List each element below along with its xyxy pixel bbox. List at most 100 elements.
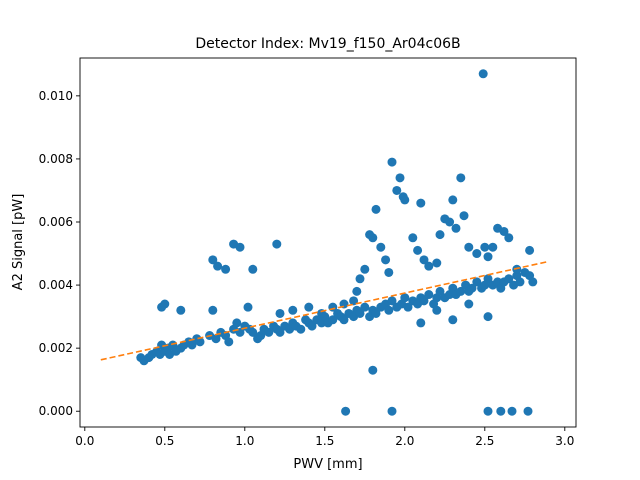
data-point-103 (221, 264, 231, 274)
data-point-151 (499, 226, 509, 236)
x-axis-ticks: 0.0 0.5 1.0 1.5 2.0 2.5 3.0 (75, 427, 574, 448)
data-point-120 (360, 264, 370, 274)
x-tick-label: 1.5 (315, 434, 334, 448)
data-point-106 (248, 264, 258, 274)
y-axis-ticks: 0.000 0.002 0.004 0.006 0.008 0.010 (39, 89, 80, 418)
y-tick-label: 0.006 (39, 215, 73, 229)
data-point-166 (507, 406, 517, 416)
data-point-129 (395, 173, 405, 183)
data-point-97 (528, 277, 538, 287)
data-point-145 (464, 242, 474, 252)
data-point-136 (424, 261, 434, 271)
x-tick-label: 1.0 (235, 434, 254, 448)
data-point-86 (483, 274, 493, 284)
data-point-159 (432, 305, 442, 315)
data-point-65 (400, 293, 410, 303)
data-point-146 (472, 249, 482, 259)
data-point-50 (339, 315, 349, 325)
data-point-160 (464, 299, 474, 309)
data-point-157 (448, 315, 458, 325)
data-point-158 (483, 312, 493, 322)
data-point-124 (376, 242, 386, 252)
data-point-141 (448, 195, 458, 205)
fit-line (100, 260, 549, 361)
data-point-94 (515, 277, 525, 287)
data-point-161 (478, 69, 488, 79)
data-point-42 (307, 321, 317, 331)
x-tick-label: 2.5 (475, 434, 494, 448)
data-point-108 (208, 305, 218, 315)
data-point-162 (341, 406, 351, 416)
y-tick-label: 0.002 (39, 341, 73, 355)
data-point-134 (416, 198, 426, 208)
data-point-164 (483, 406, 493, 416)
data-point-132 (408, 233, 418, 243)
data-point-142 (451, 223, 461, 233)
data-point-100 (176, 305, 186, 315)
data-point-62 (387, 296, 397, 306)
data-point-71 (424, 290, 434, 300)
data-point-31 (264, 327, 274, 337)
data-point-153 (512, 264, 522, 274)
data-point-140 (445, 217, 455, 227)
x-tick-label: 3.0 (555, 434, 574, 448)
data-point-99 (160, 299, 170, 309)
plot-frame (79, 57, 577, 428)
data-point-144 (459, 211, 469, 221)
data-point-149 (488, 242, 498, 252)
data-point-83 (472, 277, 482, 287)
data-point-131 (400, 195, 410, 205)
data-point-143 (456, 173, 466, 183)
data-point-152 (504, 233, 514, 243)
data-point-156 (416, 318, 426, 328)
data-point-17 (195, 337, 205, 347)
data-point-155 (368, 365, 378, 375)
data-point-138 (435, 230, 445, 240)
data-point-112 (288, 305, 298, 315)
data-point-101 (208, 255, 218, 265)
data-point-119 (355, 274, 365, 284)
data-point-128 (392, 185, 402, 195)
data-point-58 (371, 308, 381, 318)
y-tick-label: 0.000 (39, 404, 73, 418)
data-point-34 (275, 327, 285, 337)
data-point-74 (435, 286, 445, 296)
data-point-133 (413, 245, 423, 255)
data-point-105 (235, 242, 245, 252)
data-point-109 (232, 318, 242, 328)
data-point-122 (368, 233, 378, 243)
data-point-126 (384, 267, 394, 277)
data-point-118 (352, 286, 362, 296)
data-point-165 (496, 406, 506, 416)
fit-layer (100, 260, 549, 361)
data-point-82 (467, 283, 477, 293)
data-point-66 (403, 302, 413, 312)
x-tick-label: 0.0 (75, 434, 94, 448)
data-point-147 (480, 242, 490, 252)
data-point-15 (187, 340, 197, 350)
data-point-167 (523, 406, 533, 416)
data-point-91 (504, 274, 514, 284)
data-point-61 (384, 305, 394, 315)
data-point-19 (211, 334, 221, 344)
y-tick-label: 0.008 (39, 152, 73, 166)
data-point-102 (213, 261, 223, 271)
data-point-123 (371, 204, 381, 214)
data-point-125 (381, 255, 391, 265)
y-axis-label: A2 Signal [pW] (11, 194, 26, 291)
data-point-39 (296, 324, 306, 334)
data-point-47 (328, 315, 338, 325)
data-point-135 (419, 255, 429, 265)
x-axis-label: PWV [mm] (293, 457, 362, 472)
points-layer (136, 69, 538, 416)
data-point-107 (272, 239, 282, 249)
chart-title: Detector Index: Mv19_f150_Ar04c06B (195, 36, 460, 52)
y-tick-label: 0.004 (39, 278, 73, 292)
y-tick-label: 0.010 (39, 89, 73, 103)
x-tick-label: 0.5 (155, 434, 174, 448)
data-point-55 (360, 302, 370, 312)
data-point-79 (456, 286, 466, 296)
data-point-54 (355, 308, 365, 318)
